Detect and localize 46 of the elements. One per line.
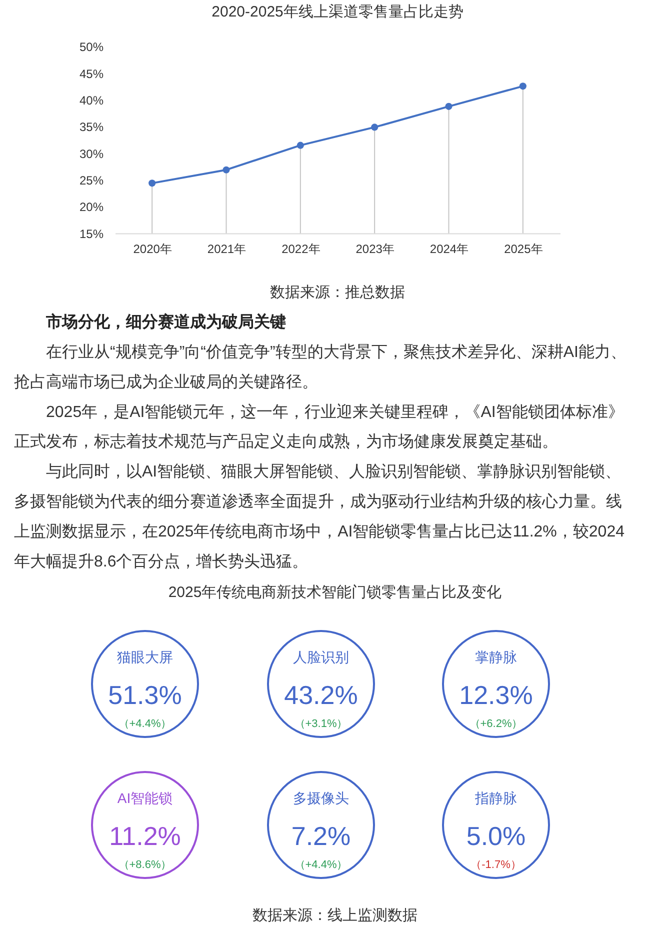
text: 市场分化，细分赛道成为破局关键 <box>45 313 286 331</box>
data-label: 51.3% <box>108 680 182 710</box>
y-tick-label: 15% <box>79 226 104 241</box>
y-tick-label: 45% <box>79 66 104 81</box>
y-tick-label: 50% <box>79 40 104 54</box>
category-label: 掌静脉 <box>475 649 517 665</box>
text: 与此同时，以AI智能锁、猫眼大屏智能锁、人脸识别智能锁、掌静脉识别智能锁、多摄智能锁为代表的细分赛道渗透率全面提升，成为驱动行业结构升级的核心力量。线上监测数据显示，在2025年传统电商市场中，AI智能锁零售量占比已达11.2%，较2024年大幅提升8.6个百分点，增长势头迅猛。 <box>14 462 625 570</box>
category-label: AI智能锁 <box>117 790 173 806</box>
data-label: 12.3% <box>459 680 533 710</box>
y-tick-label: 35% <box>79 120 104 134</box>
data-label: （+8.6%） <box>118 859 172 871</box>
point <box>222 166 230 174</box>
data-label: 5.0% <box>466 821 526 851</box>
point <box>371 124 378 131</box>
point <box>148 180 156 187</box>
x-tick-label: 2024年 <box>430 242 469 256</box>
category-label: 猫眼大屏 <box>117 649 173 665</box>
category-label: 人脸识别 <box>293 649 349 665</box>
text: 2025年传统电商新技术智能门锁零售量占比及变化 <box>168 584 502 601</box>
y-tick-label: 30% <box>79 146 104 161</box>
text: 在行业从“规模竞争”向“价值竞争”转型的大背景下，聚焦技术差异化、深耕AI能力、抢占高端市场已成为企业破局的关键路径。 <box>14 343 626 391</box>
data-label: 11.2% <box>109 821 181 851</box>
chart-title: 2020-2025年线上渠道零售量占比走势 <box>212 4 464 21</box>
source-note: 数据来源：推总数据 <box>270 284 405 301</box>
data-label: （+4.4%） <box>118 718 172 730</box>
data-label: 7.2% <box>291 821 351 851</box>
category-label: 多摄像头 <box>293 790 349 806</box>
data-label: （+6.2%） <box>469 718 523 730</box>
data-label: （+3.1%） <box>294 718 348 730</box>
y-tick-label: 25% <box>79 173 104 188</box>
x-tick-label: 2023年 <box>356 242 394 256</box>
source-note: 数据来源：线上监测数据 <box>252 907 418 924</box>
point <box>519 82 526 90</box>
x-tick-label: 2022年 <box>282 242 320 256</box>
x-tick-label: 2021年 <box>207 242 246 256</box>
category-label: 指静脉 <box>474 790 517 806</box>
x-tick-label: 2025年 <box>504 242 543 256</box>
data-label: 43.2% <box>284 680 358 710</box>
data-label: （+4.4%） <box>294 859 348 871</box>
text: 2025年，是AI智能锁元年，这一年，行业迎来关键里程碑，《AI智能锁团体标准》正式发布，标志着技术规范与产品定义走向成熟，为市场健康发展奠定基础。 <box>14 402 624 451</box>
y-tick-label: 20% <box>79 200 104 214</box>
data-label: （-1.7%） <box>470 859 522 871</box>
point <box>445 102 452 110</box>
x-tick-label: 2020年 <box>133 242 172 256</box>
y-tick-label: 40% <box>79 94 104 108</box>
point <box>296 142 304 149</box>
